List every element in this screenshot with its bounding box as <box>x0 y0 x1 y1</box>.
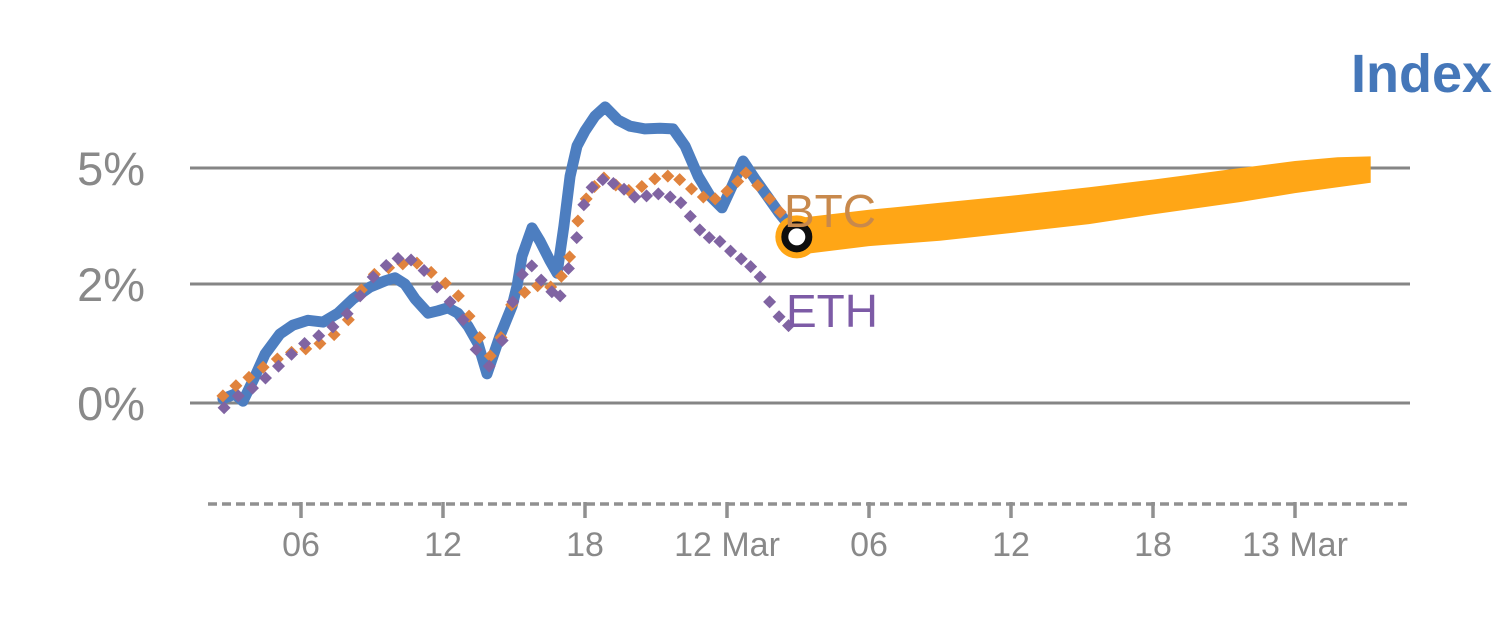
x-tick-label: 12 <box>424 526 462 564</box>
x-tick-label: 06 <box>282 526 320 564</box>
index-series-label: Index <box>1351 44 1493 104</box>
x-tick-label: 12 <box>992 526 1030 564</box>
index-line <box>217 101 802 407</box>
chart-canvas: 5% 2% 0% 06 12 18 12 Mar 06 12 18 13 Mar <box>77 101 1410 564</box>
forecast-band <box>796 156 1371 255</box>
y-tick-label: 0% <box>77 377 145 430</box>
x-tick-label: 06 <box>850 526 888 564</box>
x-tick-label: 12 Mar <box>674 526 780 564</box>
crypto-performance-chart: 5% 2% 0% 06 12 18 12 Mar 06 12 18 13 Mar BTC ETH I… <box>40 16 1500 616</box>
btc-series-label: BTC <box>784 185 876 237</box>
x-tick-label: 18 <box>566 526 604 564</box>
eth-series-label: ETH <box>786 285 878 337</box>
eth-dots <box>217 173 796 415</box>
x-tick-label: 18 <box>1134 526 1172 564</box>
x-tick-label: 13 Mar <box>1242 526 1348 564</box>
y-tick-label: 5% <box>77 142 145 195</box>
y-tick-label: 2% <box>77 258 145 311</box>
current-point-marker <box>781 221 813 253</box>
